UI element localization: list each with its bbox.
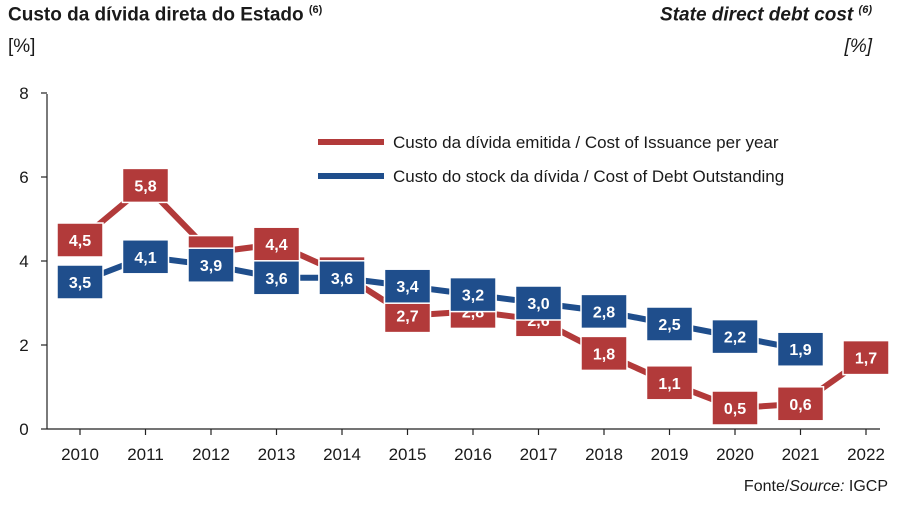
data-label-issuance: 1,8 xyxy=(593,346,615,363)
data-point-issuance xyxy=(383,297,432,334)
data-label-outstanding: 3,2 xyxy=(462,288,484,305)
source-note: Fonte/Source: IGCP xyxy=(743,478,888,495)
x-tick-label: 2012 xyxy=(192,445,230,464)
data-label-issuance: 4,5 xyxy=(69,233,91,250)
data-point-outstanding xyxy=(252,260,301,296)
x-tick-label: 2016 xyxy=(454,445,492,464)
data-label-outstanding: 3,4 xyxy=(396,279,418,296)
unit-label-left: [%] xyxy=(8,36,36,57)
data-point-outstanding xyxy=(711,318,759,355)
y-tick-label: 8 xyxy=(19,84,28,103)
data-point-outstanding xyxy=(514,285,563,321)
data-label-issuance: 4,4 xyxy=(265,237,287,254)
x-tick-label: 2021 xyxy=(782,445,820,464)
x-tick-label: 2020 xyxy=(716,445,754,464)
x-tick-label: 2019 xyxy=(651,445,689,464)
chart-title-en: State direct debt cost (6) xyxy=(660,4,872,26)
data-label-outstanding: 1,9 xyxy=(789,342,811,359)
data-point-issuance xyxy=(580,335,628,372)
x-tick-label: 2013 xyxy=(258,445,296,464)
data-point-outstanding xyxy=(449,276,497,313)
data-point-issuance xyxy=(252,226,301,262)
data-point-outstanding xyxy=(56,264,104,300)
data-label-outstanding: 2,8 xyxy=(593,304,615,321)
data-label-issuance: 5,8 xyxy=(134,178,156,195)
unit-label-right: [%] xyxy=(844,36,872,57)
data-point-outstanding xyxy=(383,268,432,304)
x-tick-label: 2015 xyxy=(389,445,427,464)
data-point-issuance xyxy=(776,386,825,422)
data-point-outstanding xyxy=(121,239,170,275)
y-tick-label: 4 xyxy=(19,252,28,271)
data-point-issuance xyxy=(842,339,890,376)
data-point-outstanding xyxy=(645,306,694,342)
data-point-outstanding xyxy=(580,293,628,330)
data-label-outstanding: 3,6 xyxy=(331,271,353,288)
data-label-issuance: 1,7 xyxy=(855,351,877,368)
x-tick-label: 2010 xyxy=(61,445,99,464)
data-point-issuance xyxy=(121,167,170,204)
data-point-outstanding xyxy=(318,260,366,296)
x-tick-label: 2022 xyxy=(847,445,885,464)
data-point-issuance xyxy=(711,390,759,426)
data-label-issuance: 0,6 xyxy=(789,397,811,414)
data-label-issuance: 0,5 xyxy=(724,401,746,418)
data-point-issuance xyxy=(645,365,694,401)
data-label-outstanding: 2,5 xyxy=(658,317,680,334)
y-tick-label: 2 xyxy=(19,336,28,355)
data-label-issuance: 1,1 xyxy=(658,376,680,393)
x-tick-label: 2017 xyxy=(520,445,558,464)
data-label-outstanding: 3,5 xyxy=(69,275,91,292)
data-label-outstanding: 4,1 xyxy=(134,250,156,267)
data-label-outstanding: 2,2 xyxy=(724,330,746,347)
data-point-outstanding xyxy=(187,247,235,283)
data-point-issuance xyxy=(56,222,104,258)
legend-label-outstanding: Custo do stock da dívida / Cost of Debt … xyxy=(393,167,784,186)
y-tick-label: 6 xyxy=(19,168,28,187)
legend-label-issuance: Custo da dívida emitida / Cost of Issuan… xyxy=(393,133,779,152)
data-label-outstanding: 3,0 xyxy=(527,296,549,313)
data-label-outstanding: 3,6 xyxy=(265,271,287,288)
x-tick-label: 2014 xyxy=(323,445,361,464)
chart-title-pt: Custo da dívida direta do Estado (6) xyxy=(8,4,323,26)
data-label-outstanding: 3,9 xyxy=(200,258,222,275)
data-point-outstanding xyxy=(776,331,825,367)
data-label-issuance: 2,7 xyxy=(396,309,418,326)
x-tick-label: 2018 xyxy=(585,445,623,464)
y-tick-label: 0 xyxy=(19,420,28,439)
x-tick-label: 2011 xyxy=(127,445,164,464)
